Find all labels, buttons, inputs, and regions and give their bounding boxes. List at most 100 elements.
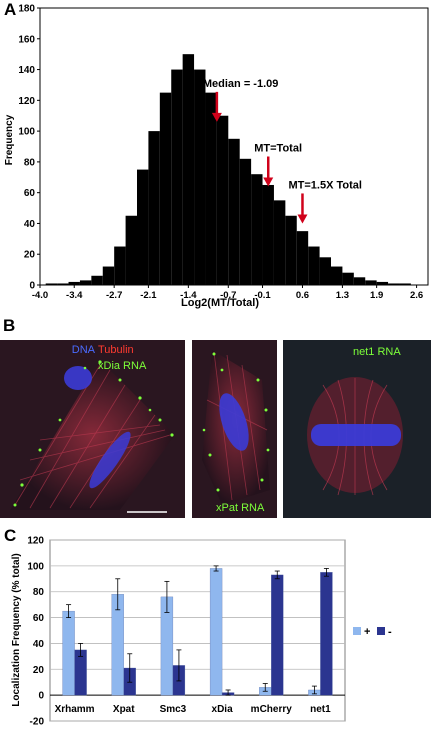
histogram-bar [228, 138, 240, 285]
y-tick-label: 120 [18, 96, 35, 107]
histogram-annotations: Median = -1.09 MT=Total MT=1.5X Total [203, 78, 362, 224]
annotation-arrow-head [263, 177, 274, 187]
histogram-bar [68, 281, 80, 285]
histogram-bar [216, 115, 229, 285]
localization-bar-chart: -20 0 20 40 60 80 100 120 Xrhamm Xpat Smc3 xDia mChe… [11, 536, 392, 728]
y-tick-label: 60 [33, 613, 45, 624]
y-tick-label: 160 [18, 34, 35, 45]
y-tick-label: 100 [18, 127, 35, 138]
legend-swatch [377, 627, 385, 635]
histogram-bar [137, 169, 149, 285]
bar-chart-y-axis-label: Localization Frequency (% total) [11, 553, 22, 706]
histogram-bar [285, 215, 297, 285]
category-label: mCherry [251, 704, 293, 715]
y-tick-label: 40 [33, 639, 45, 650]
histogram-bar [376, 281, 389, 285]
x-tick-label: -0.1 [254, 290, 271, 301]
y-tick-label: 80 [24, 157, 36, 168]
histogram-bar [273, 200, 286, 285]
category-label: net1 [310, 704, 331, 715]
y-tick-label: 80 [33, 587, 45, 598]
annotation-label: Median = -1.09 [203, 78, 279, 90]
histogram-bar [365, 280, 377, 285]
y-tick-label: 40 [24, 219, 36, 230]
x-tick-label: -3.4 [66, 290, 83, 301]
plot-area [49, 539, 346, 722]
label-tubulin: Tubulin [98, 344, 134, 356]
y-tick-label: -20 [30, 717, 45, 728]
histogram-bar [91, 275, 103, 285]
x-tick-label: 0.6 [296, 290, 309, 301]
histogram-bar [171, 69, 183, 285]
y-tick-label: 20 [33, 665, 45, 676]
label-xpat-rna: xPat RNA [216, 502, 265, 514]
histogram-bar [353, 277, 366, 285]
y-tick-label: 100 [27, 561, 44, 572]
y-tick-label: 180 [18, 4, 35, 15]
histogram-bar [342, 272, 354, 285]
annotation-label: MT=Total [254, 143, 302, 155]
panel-label-b: B [3, 316, 16, 335]
annotation-label: MT=1.5X Total [288, 179, 361, 191]
x-tick-label: -1.4 [180, 290, 197, 301]
bar-minus [271, 574, 284, 696]
histogram-bar [79, 280, 92, 285]
micrograph-middle: xPat RNA [192, 340, 277, 518]
bar-chart-gridlines [50, 539, 345, 722]
histogram-y-axis-label: Frequency [4, 114, 15, 165]
histogram-chart: 0 20 40 60 80 100 120 140 160 180 -4.0 -3.4 -2.7 -2.1… [4, 4, 429, 309]
histogram-bar [159, 92, 172, 285]
histogram-bar [331, 266, 343, 285]
histogram-bar [251, 174, 263, 285]
histogram-bar [148, 131, 160, 285]
bar-minus [320, 572, 333, 696]
category-label: xDia [212, 704, 234, 715]
y-tick-label: 0 [29, 281, 35, 292]
x-tick-label: 1.3 [336, 290, 349, 301]
category-label: Xpat [113, 704, 135, 715]
micrograph-right: net1 RNA [283, 340, 431, 518]
bar-plus [62, 610, 75, 696]
label-net1-rna: net1 RNA [353, 346, 401, 358]
x-tick-label: -0.7 [220, 290, 236, 301]
bar-plus [209, 568, 223, 696]
category-label: Smc3 [160, 704, 187, 715]
histogram-bar [125, 215, 137, 285]
bar-chart-ticks: -20 0 20 40 60 80 100 120 Xrhamm Xpat Smc3 xDia mChe… [27, 536, 331, 728]
micrograph-left: DNA Tubulin xDia RNA [0, 340, 185, 518]
histogram-bar [102, 266, 115, 285]
histogram-bar [205, 92, 217, 285]
bar-chart-legend: + - [353, 626, 392, 638]
panel-label-c: C [4, 526, 17, 545]
histogram-bar [45, 283, 58, 285]
y-tick-label: 140 [18, 65, 35, 76]
histogram-bar [114, 246, 126, 285]
legend-swatch [353, 627, 361, 635]
histogram-bar [388, 283, 400, 285]
category-label: Xrhamm [55, 704, 95, 715]
histogram-bar [239, 158, 252, 285]
histogram-bar [57, 283, 69, 285]
histogram-bar [308, 246, 320, 285]
panel-label-a: A [4, 0, 17, 19]
histogram-bar [296, 231, 309, 285]
spindle-image-left [0, 340, 185, 518]
y-tick-label: 0 [38, 691, 44, 702]
x-tick-label: -2.7 [106, 290, 122, 301]
bar-chart-bars [62, 565, 333, 696]
legend-label: - [388, 626, 392, 638]
annotation-arrow-head [211, 112, 222, 122]
histogram-bars [45, 54, 411, 285]
histogram-bar [182, 54, 195, 285]
y-tick-label: 120 [27, 536, 44, 547]
histogram-bar [194, 69, 206, 285]
annotation-arrow-head [297, 214, 308, 224]
y-tick-label: 20 [24, 250, 36, 261]
x-tick-label: -4.0 [32, 290, 48, 301]
histogram-bar [262, 184, 274, 285]
legend-label: + [364, 626, 370, 638]
x-tick-label: -2.1 [140, 290, 157, 301]
spindle-image-right [283, 340, 431, 518]
x-tick-label: 1.9 [370, 290, 383, 301]
label-xdia-rna: xDia RNA [98, 360, 147, 372]
